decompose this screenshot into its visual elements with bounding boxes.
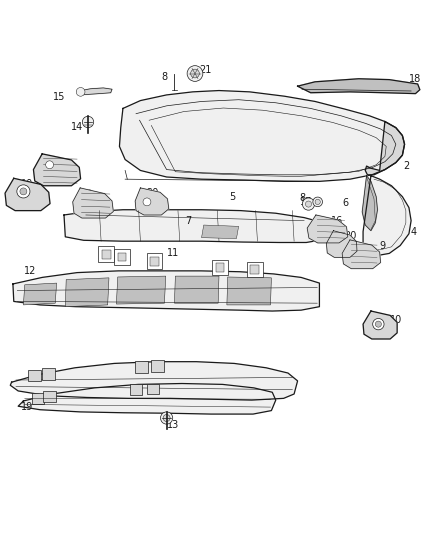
FancyBboxPatch shape — [147, 384, 159, 394]
Polygon shape — [174, 276, 219, 303]
Text: 13: 13 — [167, 419, 179, 430]
Text: 12: 12 — [24, 266, 36, 276]
Text: 9: 9 — [380, 240, 386, 251]
Polygon shape — [13, 271, 319, 311]
FancyBboxPatch shape — [147, 253, 162, 269]
Circle shape — [20, 188, 27, 195]
Polygon shape — [73, 188, 113, 218]
Circle shape — [375, 321, 381, 327]
FancyBboxPatch shape — [99, 246, 114, 262]
Polygon shape — [297, 79, 420, 94]
Polygon shape — [201, 225, 239, 239]
Polygon shape — [363, 176, 411, 256]
Text: 2: 2 — [404, 161, 410, 171]
Text: 7: 7 — [185, 216, 191, 225]
Circle shape — [46, 161, 53, 169]
Text: 20: 20 — [344, 231, 356, 241]
Circle shape — [163, 415, 170, 422]
Polygon shape — [342, 240, 381, 269]
Polygon shape — [135, 188, 169, 215]
Text: 6: 6 — [343, 198, 349, 208]
Text: 1: 1 — [57, 157, 63, 167]
Text: 20: 20 — [146, 188, 159, 198]
Text: 14: 14 — [71, 122, 83, 132]
Polygon shape — [362, 176, 378, 231]
Text: 4: 4 — [410, 227, 417, 237]
Text: 18: 18 — [410, 74, 422, 84]
Circle shape — [315, 199, 320, 205]
Polygon shape — [18, 384, 276, 414]
Text: 17: 17 — [300, 197, 312, 207]
FancyBboxPatch shape — [150, 257, 159, 265]
Circle shape — [143, 198, 151, 206]
Circle shape — [191, 69, 199, 78]
Text: 8: 8 — [161, 71, 167, 82]
Polygon shape — [365, 122, 405, 175]
Text: 11: 11 — [167, 248, 179, 259]
Text: 9: 9 — [85, 189, 91, 199]
FancyBboxPatch shape — [28, 370, 41, 381]
Text: 16: 16 — [331, 216, 343, 225]
FancyBboxPatch shape — [42, 368, 55, 379]
FancyBboxPatch shape — [215, 263, 224, 272]
FancyBboxPatch shape — [151, 360, 164, 372]
Circle shape — [82, 116, 94, 128]
Circle shape — [373, 318, 384, 330]
FancyBboxPatch shape — [212, 260, 228, 275]
Polygon shape — [77, 88, 112, 95]
Circle shape — [17, 185, 30, 198]
Polygon shape — [307, 215, 348, 243]
Polygon shape — [363, 311, 397, 339]
Polygon shape — [11, 362, 297, 400]
Polygon shape — [5, 179, 50, 211]
Polygon shape — [120, 91, 405, 181]
Circle shape — [187, 66, 203, 82]
Text: 10: 10 — [390, 315, 402, 325]
Polygon shape — [326, 231, 357, 257]
Text: 8: 8 — [299, 192, 305, 203]
Circle shape — [302, 198, 314, 210]
Text: 19: 19 — [21, 402, 33, 412]
Circle shape — [76, 87, 85, 96]
FancyBboxPatch shape — [114, 249, 130, 265]
Polygon shape — [117, 276, 166, 304]
Text: 5: 5 — [229, 192, 235, 201]
Polygon shape — [227, 277, 272, 305]
FancyBboxPatch shape — [130, 384, 142, 395]
Polygon shape — [33, 154, 81, 185]
Text: 10: 10 — [21, 180, 33, 189]
Text: 21: 21 — [200, 65, 212, 75]
FancyBboxPatch shape — [118, 253, 127, 261]
FancyBboxPatch shape — [135, 361, 148, 373]
FancyBboxPatch shape — [32, 393, 44, 403]
FancyBboxPatch shape — [251, 265, 259, 274]
Circle shape — [160, 412, 173, 424]
Polygon shape — [65, 278, 109, 306]
Text: 15: 15 — [53, 92, 66, 102]
FancyBboxPatch shape — [247, 262, 263, 277]
Polygon shape — [23, 283, 57, 305]
FancyBboxPatch shape — [102, 250, 111, 259]
Polygon shape — [64, 210, 324, 243]
Circle shape — [313, 197, 322, 207]
FancyBboxPatch shape — [43, 391, 56, 402]
Circle shape — [305, 201, 311, 207]
